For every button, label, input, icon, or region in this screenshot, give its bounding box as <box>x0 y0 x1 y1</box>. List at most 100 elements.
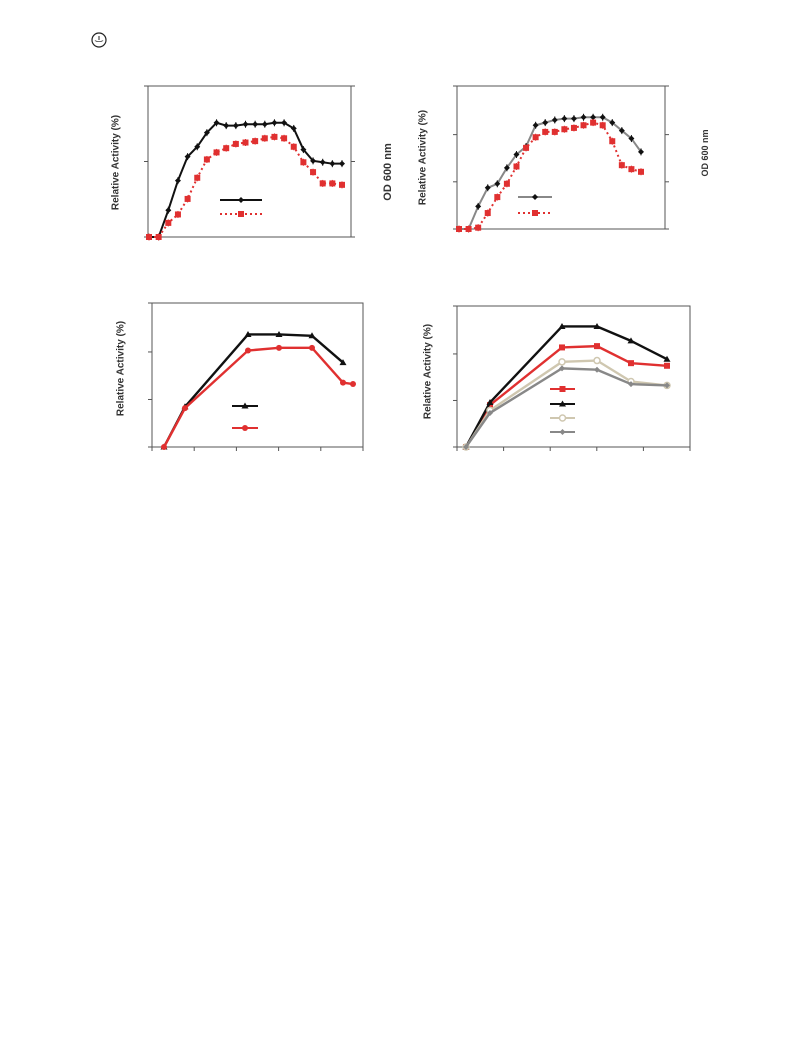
chart4-series-1-point <box>487 402 493 409</box>
chart1-series-2-point <box>194 174 201 181</box>
chart2-series-2-point <box>609 138 616 145</box>
chart2-series-1-point <box>542 119 549 126</box>
chart1-series-2-point <box>261 135 268 142</box>
chart4-series-2-point <box>486 398 494 405</box>
chart1-series-1-point <box>242 121 249 128</box>
publisher-logo-icon <box>91 32 107 48</box>
chart1-series-1-point <box>165 207 172 214</box>
chart2-series-2-point <box>561 126 568 133</box>
chart1-series-2-point <box>252 138 259 145</box>
chart1-series-1-point <box>174 177 181 184</box>
chart1-series-1-point <box>271 119 278 126</box>
chart3-series-1-point <box>339 359 347 366</box>
chart2-series-1-point <box>532 122 539 129</box>
chart2-series-1-point <box>628 135 635 142</box>
chart1-series-1-point <box>310 157 317 164</box>
chart1-series-2-point <box>232 140 239 147</box>
chart1-series-1-point <box>290 125 297 132</box>
chart4-series-2-point <box>627 337 635 344</box>
chart2-series-2-point <box>456 226 462 232</box>
chart2-series-2-point <box>503 180 510 187</box>
chart4-series-3-point <box>593 356 601 365</box>
chart2-series-1-point <box>494 180 501 187</box>
chart4-series-3-point <box>558 358 566 366</box>
chart1-series-1-point <box>339 160 345 167</box>
chart1-series-2-point <box>290 143 297 150</box>
chart4-legend-marker-3 <box>558 414 567 422</box>
chart4-plot-frame <box>456 305 691 448</box>
chart3-series-2-point <box>161 444 167 450</box>
chart4-series-4-point <box>628 381 634 388</box>
chart1-legend-marker-2 <box>238 211 244 217</box>
chart1-series-1-point <box>329 160 336 167</box>
chart1-series-1-point <box>194 143 201 150</box>
chart1-series-2-point <box>184 195 191 202</box>
chart4-series-2-line <box>464 325 668 448</box>
chart1-series-2-point <box>242 139 249 146</box>
chart2-series-2-point <box>484 210 491 217</box>
chart2-plot-frame <box>456 85 666 230</box>
chart2-legend-marker-1 <box>532 194 538 200</box>
chart4-series-4-point <box>463 444 469 450</box>
chart2-series-1-point <box>638 148 644 155</box>
chart1-series-1-point <box>232 122 239 129</box>
chart1-series-2-point <box>300 159 307 166</box>
chart2-series-1-point <box>551 116 558 123</box>
chart2-series-2-point <box>465 226 472 232</box>
chart2-series-2-point <box>580 122 587 129</box>
chart2-series-1-point <box>570 115 577 122</box>
chart1-series-2-point <box>223 145 230 152</box>
chart4-series-1-point <box>559 344 565 351</box>
chart3-series-2-point <box>350 381 356 388</box>
chart4-series-2-point <box>663 355 671 362</box>
chart2-series-2-point <box>628 166 635 173</box>
chart1-series-1-point <box>184 153 191 160</box>
chart2-series-2-point <box>590 119 597 126</box>
chart2-series-2-point <box>523 144 530 151</box>
chart3-legend-marker-1 <box>241 402 249 409</box>
chart2-series-1-point <box>503 164 510 171</box>
chart3-series-2-point <box>182 405 188 412</box>
chart3-plot-frame <box>151 302 364 448</box>
chart1-series-1-point <box>281 119 288 126</box>
chart2-series-2-point <box>618 162 625 169</box>
chart1-series-1-point <box>213 119 220 126</box>
chart1-series-2-point <box>329 180 336 187</box>
chart4-legend-marker-2 <box>559 400 566 407</box>
chart4-series-2-point <box>593 322 601 329</box>
chart1-series-2-point <box>310 169 317 176</box>
chart4-series-3-line <box>464 359 668 448</box>
chart2-series-1-point <box>618 127 625 134</box>
chart2-legend-marker-2 <box>532 210 538 216</box>
chart4-series-4-point <box>487 409 493 416</box>
chart1-series-2-point <box>281 135 288 142</box>
chart2-series-1-point <box>475 203 482 210</box>
chart2-series-1-point <box>599 114 606 121</box>
chart1-series-2-point <box>213 149 220 156</box>
chart2-series-2-point <box>570 124 577 131</box>
chart3-series-2-point <box>309 344 315 351</box>
chart2-series-2-point <box>599 122 606 129</box>
chart4-series-1-point <box>628 360 634 367</box>
chart2-series-2-point <box>638 168 644 175</box>
chart2-series-1-point <box>561 115 568 122</box>
chart2-series-2-point <box>475 224 482 231</box>
chart1-series-2-point <box>146 234 152 240</box>
chart1-series-2-point <box>155 234 162 240</box>
chart3-series-1-point <box>244 330 252 337</box>
chart2-series-2-point <box>494 194 501 201</box>
chart1-series-2-point <box>174 211 181 218</box>
chart1-series-1-point <box>203 129 210 136</box>
chart3-series-2-point <box>276 344 282 351</box>
chart1-series-1-point <box>252 121 259 128</box>
chart2-series-1-point <box>484 184 491 191</box>
chart3-series-1-point <box>275 330 283 337</box>
chart4-series-4-point <box>664 382 670 389</box>
chart2-series-1-point <box>580 114 587 121</box>
chart4-series-2-point <box>558 322 566 329</box>
chart2-series-2-point <box>542 128 549 135</box>
chart2-series-1-point <box>513 151 520 158</box>
chart1-series-2-point <box>271 133 278 140</box>
chart1-series-2-point <box>165 219 172 226</box>
chart2-series-1-point <box>609 119 616 126</box>
